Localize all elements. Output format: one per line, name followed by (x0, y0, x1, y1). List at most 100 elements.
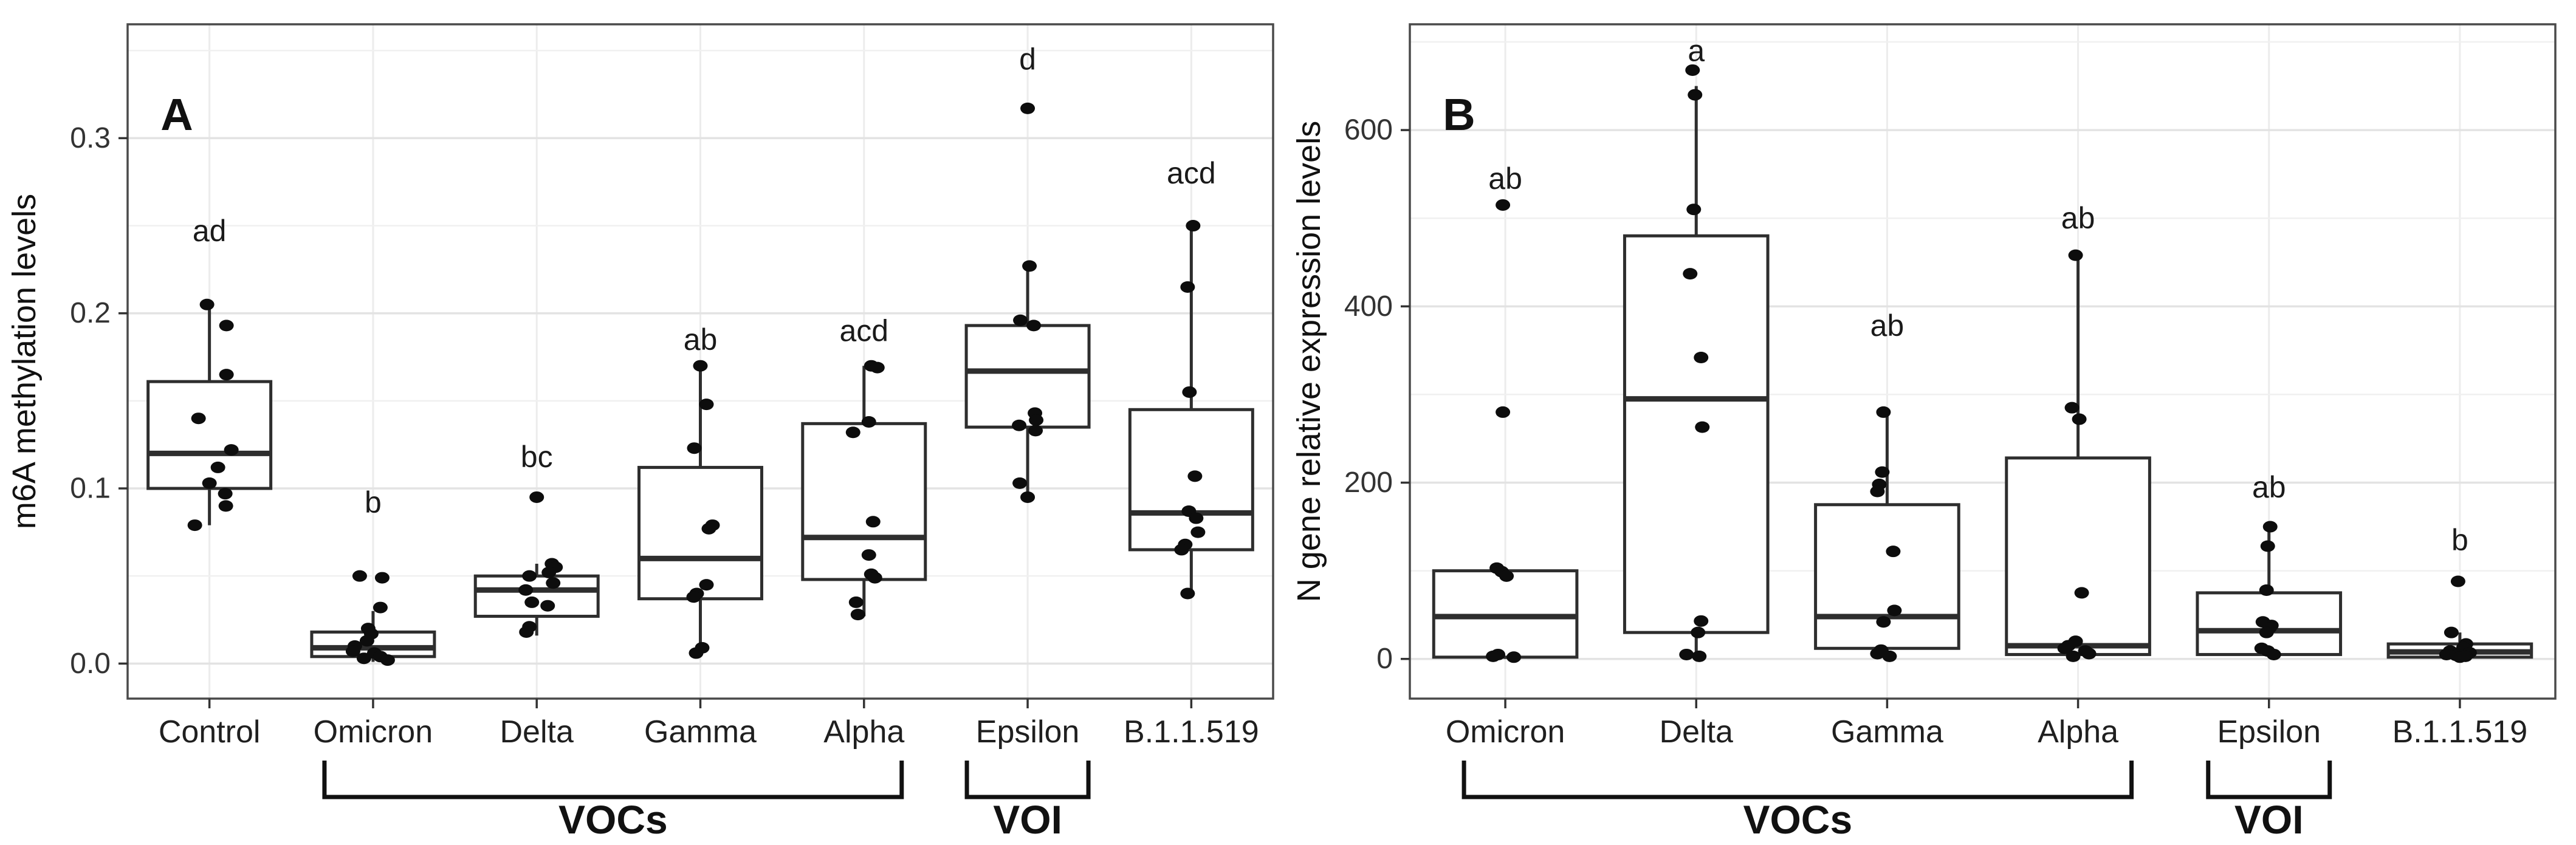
y-tick-label: 600 (1344, 114, 1393, 146)
jitter-point (870, 361, 885, 374)
jitter-point (686, 591, 701, 603)
boxplot-group-Epsilon: ab (2196, 470, 2343, 660)
box (1623, 234, 1770, 634)
boxplot-group-Epsilon: d (964, 43, 1091, 503)
bracket-VOCs (322, 761, 904, 799)
jitter-point (865, 516, 881, 528)
x-category-label: Omicron (314, 714, 433, 750)
jitter-point (359, 635, 374, 647)
x-category-label: Epsilon (2217, 714, 2321, 750)
jitter-point (1692, 650, 1707, 662)
jitter-point (1496, 199, 1511, 211)
sig-letter: ab (1488, 162, 1522, 196)
sig-letter: bc (521, 440, 553, 474)
jitter-point (356, 652, 371, 665)
boxplot-group-Omicron: b (310, 485, 436, 666)
jitter-point (224, 444, 239, 456)
jitter-point (1685, 64, 1700, 76)
jitter-point (1180, 281, 1195, 293)
jitter-point (1506, 651, 1522, 663)
jitter-point (1499, 570, 1514, 582)
box (637, 465, 763, 601)
jitter-point (1679, 648, 1694, 660)
sig-letter: d (1019, 43, 1036, 77)
jitter-point (693, 360, 708, 372)
jitter-point (1694, 351, 1709, 363)
jitter-point (2081, 648, 2097, 660)
box (473, 574, 600, 618)
jitter-point (689, 647, 704, 659)
boxplot-group-Delta: a (1623, 34, 1770, 662)
jitter-point (1496, 406, 1511, 418)
jitter-point (1887, 604, 1902, 617)
boxplot-group-Delta: bc (473, 440, 600, 638)
boxplot-group-Gamma: ab (637, 323, 763, 659)
jitter-point (1174, 544, 1189, 556)
jitter-point (861, 549, 876, 561)
jitter-point (546, 577, 561, 589)
jitter-point (1186, 220, 1201, 232)
jitter-point (701, 522, 716, 535)
jitter-point (1886, 546, 1901, 558)
box (146, 380, 273, 490)
jitter-point (1029, 414, 1044, 426)
jitter-point (2057, 642, 2072, 654)
jitter-point (1187, 470, 1203, 482)
jitter-point (219, 369, 234, 381)
jitter-point (374, 572, 390, 584)
jitter-point (1026, 320, 1042, 332)
boxplot-group-Omicron: ab (1432, 162, 1579, 663)
jitter-point (861, 416, 876, 428)
sig-letter: ab (684, 323, 718, 357)
jitter-point (2444, 626, 2459, 638)
y-tick-label: 0.1 (70, 473, 111, 505)
y-axis-title: N gene relative expression levels (1291, 121, 1327, 602)
boxplot-group-B.1.1.519: b (2386, 523, 2533, 663)
y-tick-label: 400 (1344, 290, 1393, 323)
jitter-point (352, 570, 367, 582)
sig-letter: acd (1167, 156, 1216, 190)
jitter-point (1012, 477, 1028, 489)
bracket-VOI (2206, 761, 2332, 799)
y-tick-label: 0.2 (70, 297, 111, 329)
sig-letter: a (1688, 34, 1705, 68)
sig-letter: ab (2252, 470, 2286, 504)
jitter-point (380, 654, 395, 666)
jitter-point (373, 601, 388, 614)
jitter-point (2450, 575, 2465, 587)
boxplot-group-Alpha: ab (2005, 201, 2151, 662)
y-tick-label: 0.0 (70, 648, 111, 680)
jitter-point (540, 600, 555, 612)
jitter-point (1695, 421, 1710, 433)
x-category-label: Epsilon (976, 714, 1080, 750)
sig-letter: b (2451, 523, 2468, 557)
jitter-point (1180, 587, 1195, 600)
y-axis-title: m6A methylation levels (6, 194, 43, 529)
panel-letter: B (1443, 89, 1475, 140)
jitter-point (1875, 466, 1890, 478)
jitter-point (1190, 526, 1206, 538)
jitter-point (1694, 615, 1709, 627)
x-category-label: Delta (500, 714, 574, 750)
bracket-VOCs (1461, 761, 2134, 799)
bracket-label-VOI: VOI (2234, 797, 2304, 842)
bracket-label-VOCs: VOCs (558, 797, 668, 842)
jitter-point (1683, 268, 1698, 280)
jitter-point (1012, 419, 1027, 431)
boxplot-group-Control: ad (146, 214, 273, 532)
jitter-point (848, 596, 864, 608)
jitter-point (1876, 616, 1891, 628)
jitter-point (519, 626, 534, 638)
jitter-point (345, 645, 360, 657)
jitter-point (522, 570, 537, 582)
jitter-point (210, 461, 225, 473)
boxplot-group-B.1.1.519: acd (1128, 156, 1254, 600)
boxplot-group-Alpha: acd (801, 314, 927, 621)
x-category-label: Delta (1660, 714, 1733, 750)
panel-B: ab a ab ab ab b 0 200 400 600 Omicron Delta Gamma Alp… (1291, 23, 2557, 842)
jitter-point (1870, 485, 1885, 498)
jitter-point (218, 488, 233, 500)
jitter-point (1686, 204, 1702, 216)
